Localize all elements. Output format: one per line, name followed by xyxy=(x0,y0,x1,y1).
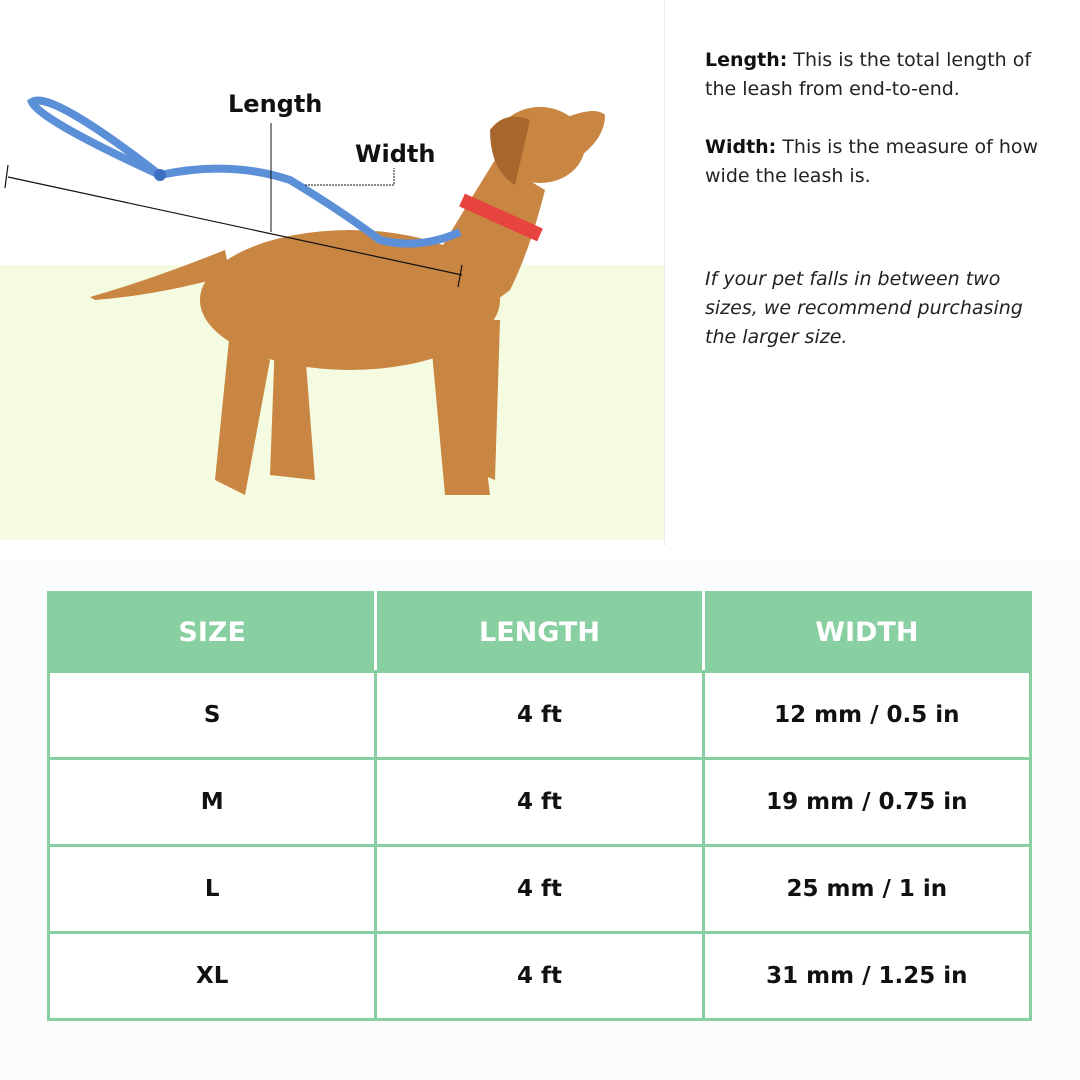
leash-icon xyxy=(26,96,462,248)
cell-width: 12 mm / 0.5 in xyxy=(701,670,1033,760)
length-label: Length xyxy=(228,90,323,118)
collar-icon xyxy=(459,193,543,242)
length-description: Length: This is the total length of the … xyxy=(705,46,1045,104)
width-text: This is the measure of how wide the leas… xyxy=(705,136,1039,187)
dog-icon xyxy=(90,107,605,495)
table-header-row: SIZE LENGTH WIDTH xyxy=(46,591,1033,673)
length-text: This is the total length of the leash fr… xyxy=(705,49,1032,100)
cell-length: 4 ft xyxy=(374,931,705,1021)
table-row: XL 4 ft 31 mm / 1.25 in xyxy=(46,931,1033,1021)
cell-size: L xyxy=(46,844,378,934)
cell-length: 4 ft xyxy=(374,757,705,847)
width-term: Width: xyxy=(705,136,777,158)
divider xyxy=(664,0,665,545)
header-length: LENGTH xyxy=(374,591,705,673)
length-term: Length: xyxy=(705,49,788,71)
width-pointer-line xyxy=(305,168,395,186)
length-measure-line xyxy=(7,176,463,276)
size-note: If your pet falls in between two sizes, … xyxy=(705,268,1023,348)
header-size: SIZE xyxy=(46,591,378,673)
cell-size: S xyxy=(46,670,378,760)
cell-size: M xyxy=(46,757,378,847)
width-description: Width: This is the measure of how wide t… xyxy=(705,133,1045,191)
cell-size: XL xyxy=(46,931,378,1021)
cell-width: 25 mm / 1 in xyxy=(701,844,1033,934)
dog-with-leash-illustration xyxy=(4,96,605,495)
width-label: Width xyxy=(355,140,436,168)
cell-length: 4 ft xyxy=(374,670,705,760)
header-width: WIDTH xyxy=(701,591,1033,673)
cell-length: 4 ft xyxy=(374,844,705,934)
cell-width: 31 mm / 1.25 in xyxy=(701,931,1033,1021)
cell-width: 19 mm / 0.75 in xyxy=(701,757,1033,847)
